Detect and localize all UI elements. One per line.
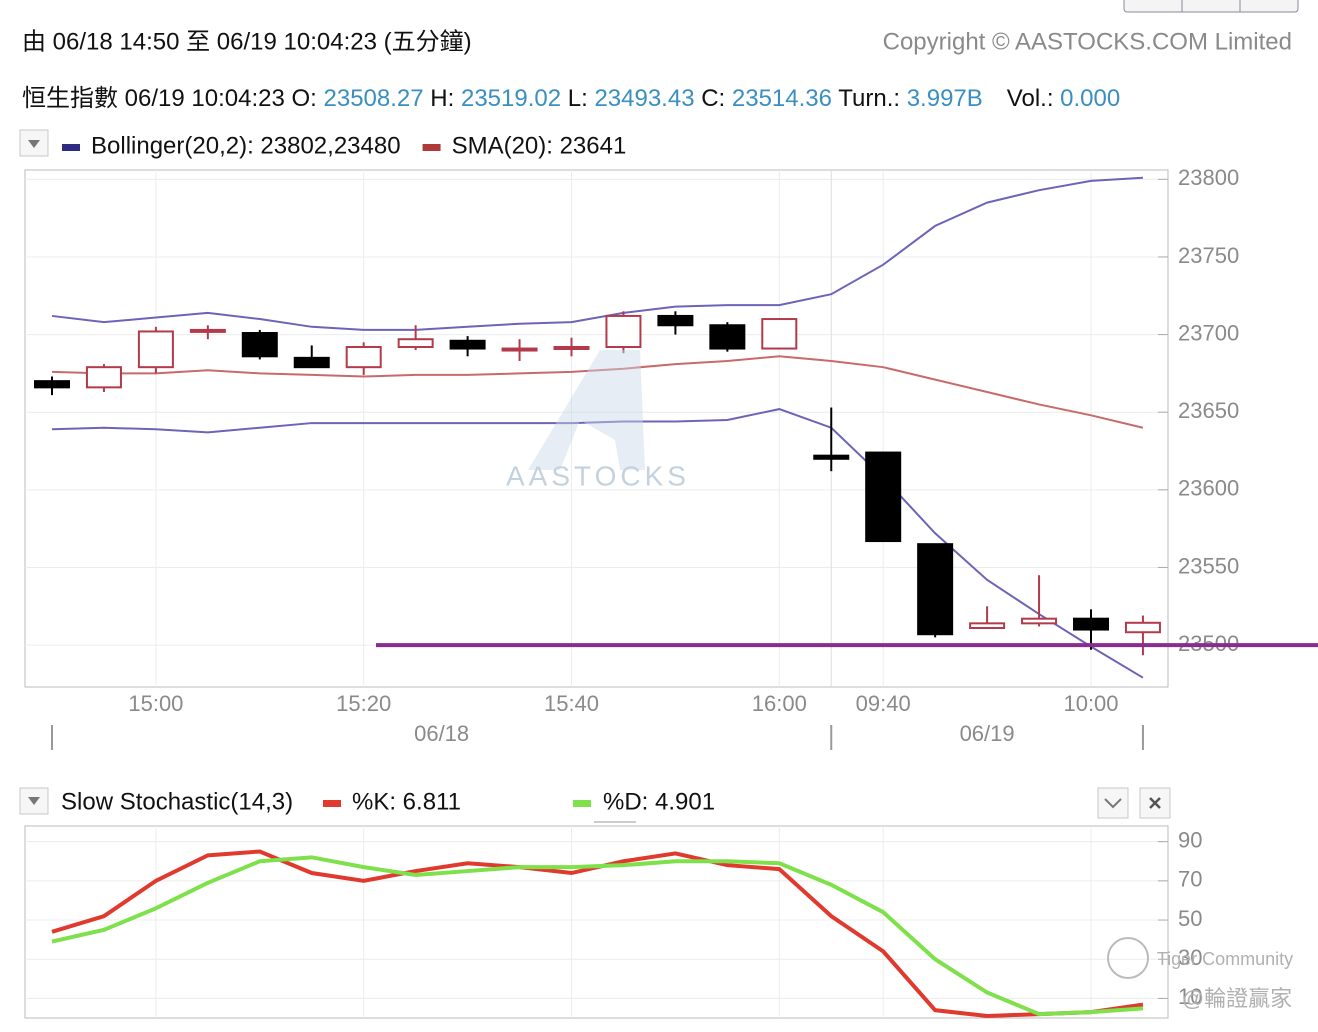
field-label: H: <box>430 85 454 112</box>
y-tick-label: 23700 <box>1178 320 1239 345</box>
candle-body <box>1073 617 1109 631</box>
x-group-label: 06/19 <box>960 721 1015 746</box>
quote-line: 恒生指數 06/19 10:04:23 O: 23508.27 H: 23519… <box>22 85 1120 112</box>
sma-line <box>51 355 1144 429</box>
field-label: O: <box>292 85 317 112</box>
field-value: 3.997B <box>907 85 983 112</box>
x-tick-label: 10:00 <box>1063 691 1118 716</box>
y-tick-label: 30 <box>1178 945 1202 970</box>
plot-area <box>24 169 1169 688</box>
copyright: Copyright © AASTOCKS.COM Limited <box>883 28 1292 55</box>
dropdown-button[interactable] <box>19 787 49 815</box>
legend-label: %K: 6.811 <box>352 788 461 815</box>
y-tick-label: 23750 <box>1178 243 1239 268</box>
legend-swatch <box>323 800 341 807</box>
bollinger-lower <box>51 408 1144 679</box>
legend-swatch <box>62 144 80 151</box>
candle-body <box>657 314 694 327</box>
field-value: 23508.27 <box>324 85 424 112</box>
field-label: Turn.: <box>838 85 900 112</box>
candle-body <box>293 356 330 369</box>
quote-name: 恒生指數 <box>22 85 118 112</box>
y-tick-label: 70 <box>1178 867 1202 892</box>
close-icon <box>1149 797 1161 809</box>
candle-body <box>34 380 70 389</box>
y-tick-label: 23550 <box>1178 553 1239 578</box>
dropdown-arrow <box>28 797 40 805</box>
watermark-text: AASTOCKS <box>506 460 690 491</box>
candle-body <box>137 330 174 369</box>
candle-body <box>85 366 122 389</box>
watermark-icon <box>1107 937 1149 979</box>
candle-body <box>1021 617 1058 625</box>
field-label: L: <box>568 85 588 112</box>
field-value: 23493.43 <box>594 85 694 112</box>
legend-swatch <box>422 144 441 151</box>
field-value: 23519.02 <box>461 85 561 112</box>
candle-body <box>189 328 226 333</box>
quote-time: 06/19 10:04:23 <box>125 85 285 112</box>
field-label: Vol.: <box>1007 85 1054 112</box>
x-tick-label: 15:00 <box>128 691 183 716</box>
dropdown-arrow <box>28 140 40 148</box>
collapse-button[interactable] <box>1097 787 1129 819</box>
y-tick-label: 10 <box>1178 984 1202 1009</box>
legend-label: Bollinger(20,2): 23802,23480 <box>91 132 401 159</box>
x-tick-label: 15:20 <box>336 691 391 716</box>
candle-body <box>553 345 590 350</box>
indicator-title: Slow Stochastic(14,3) <box>61 788 293 815</box>
candle-body <box>865 451 902 543</box>
candle-body <box>449 339 486 350</box>
legend-swatch <box>573 800 591 807</box>
candle-body <box>761 318 798 350</box>
x-tick-label: 16:00 <box>752 691 807 716</box>
x-group-label: 06/18 <box>414 721 469 746</box>
bollinger-upper <box>51 176 1144 331</box>
y-tick-label: 23600 <box>1178 476 1239 501</box>
candle-body <box>501 347 538 352</box>
candle-body <box>917 543 954 636</box>
legend-label: SMA(20): 23641 <box>452 132 627 159</box>
y-tick-label: 50 <box>1178 906 1202 931</box>
field-value: 23514.36 <box>732 85 832 112</box>
watermark-logo <box>528 350 645 470</box>
candle-body <box>605 314 642 348</box>
field-value: 0.000 <box>1060 85 1120 112</box>
x-tick-label: 15:40 <box>544 691 599 716</box>
candle-body <box>397 338 434 348</box>
y-tick-label: 23650 <box>1178 398 1239 423</box>
range-text: 由 06/18 14:50 至 06/19 10:04:23 (五分鐘) <box>22 28 472 55</box>
watermark-text: @輪證贏家 <box>1182 986 1292 1011</box>
candle-body <box>969 622 1006 630</box>
field-label: C: <box>701 85 725 112</box>
legend-label: %D: 4.901 <box>603 788 715 815</box>
watermark-text: Tiger Community <box>1157 949 1293 969</box>
candle-body <box>813 454 850 460</box>
series-line <box>51 855 1144 1017</box>
candle-body <box>345 345 382 369</box>
y-tick-label: 90 <box>1178 827 1202 852</box>
plot-area <box>24 825 1169 1019</box>
x-tick-label: 09:40 <box>856 691 911 716</box>
toolbar-buttons[interactable] <box>1123 0 1299 13</box>
y-tick-label: 23800 <box>1178 165 1239 190</box>
candle-body <box>241 332 278 358</box>
chevron-icon <box>1104 798 1122 809</box>
candle-body <box>1124 621 1161 634</box>
candle-body <box>709 324 746 350</box>
